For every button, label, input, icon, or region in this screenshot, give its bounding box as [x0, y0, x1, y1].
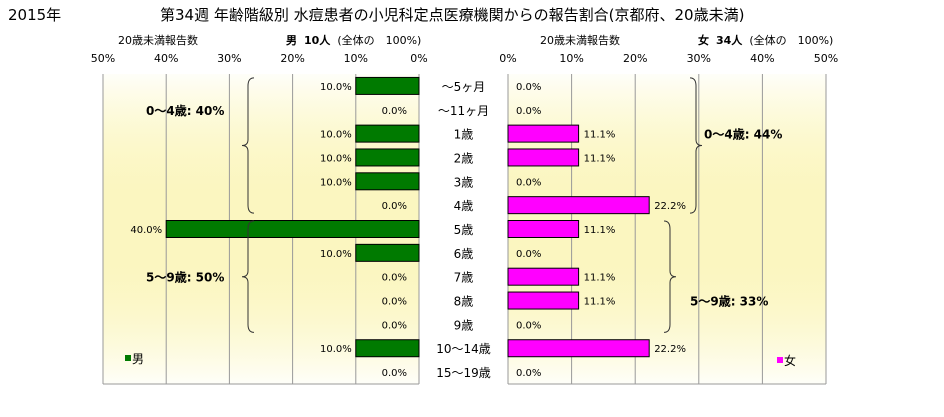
data-label-female: 11.1%	[584, 225, 616, 236]
tick-label-female: 40%	[750, 52, 774, 65]
data-label-male: 0.0%	[382, 368, 407, 379]
category-label: 6歳	[454, 247, 474, 261]
legend-swatch-male	[125, 355, 131, 361]
bar-female	[507, 220, 580, 238]
category-label: 5歳	[454, 223, 474, 237]
data-label-male: 10.0%	[320, 82, 352, 93]
bar-male	[355, 172, 420, 191]
data-label-male: 10.0%	[320, 153, 352, 164]
data-label-male: 0.0%	[382, 106, 407, 117]
bracket-label-male-5-9: 5～9歳: 50%	[146, 270, 224, 285]
data-label-female: 0.0%	[516, 82, 541, 93]
male-count: 10人	[304, 34, 331, 47]
female-count: 34人	[716, 34, 743, 47]
bracket-label-female-5-9: 5～9歳: 33%	[690, 294, 768, 309]
page-title: 第34週 年齢階級別 水痘患者の小児科定点医療機関からの報告割合(京都府、20歳…	[160, 6, 745, 24]
bracket-label-female-0-4: 0～4歳: 44%	[704, 127, 782, 142]
tick-label-male: 50%	[91, 52, 115, 65]
tick-label-male: 40%	[154, 52, 178, 65]
bar-male	[355, 339, 420, 358]
category-label: ～5ヶ月	[442, 80, 486, 94]
category-label: 7歳	[454, 271, 474, 285]
data-label-female: 11.1%	[584, 130, 616, 141]
tick-label-female: 10%	[559, 52, 583, 65]
category-label: 15～19歳	[436, 366, 491, 380]
category-label: 9歳	[454, 318, 474, 332]
female-sex-label: 女	[698, 34, 709, 47]
bar-female	[507, 148, 580, 167]
female-total-note: (全体の 100%)	[749, 34, 834, 47]
tick-label-male: 30%	[217, 52, 241, 65]
data-label-female: 22.2%	[654, 344, 686, 355]
bar-female	[507, 339, 650, 358]
tick-label-female: 20%	[623, 52, 647, 65]
bar-male	[355, 243, 420, 262]
data-label-male: 10.0%	[320, 177, 352, 188]
bracket-male-5-9	[241, 220, 255, 333]
category-label: 8歳	[454, 295, 474, 309]
data-label-male: 0.0%	[382, 201, 407, 212]
data-label-male: 10.0%	[320, 344, 352, 355]
data-label-female: 11.1%	[584, 153, 616, 164]
bar-female	[507, 124, 580, 143]
male-total-note: (全体の 100%)	[337, 34, 422, 47]
data-label-male: 10.0%	[320, 130, 352, 141]
male-axis-title: 20歳未満報告数	[118, 34, 198, 47]
bar-female	[507, 291, 580, 310]
bar-male	[165, 220, 420, 238]
data-label-male: 10.0%	[320, 249, 352, 260]
bracket-female-5-9	[663, 220, 677, 333]
tick-label-female: 0%	[499, 52, 516, 65]
data-label-female: 11.1%	[584, 273, 616, 284]
category-label: 10～14歳	[436, 342, 491, 356]
bar-male	[355, 76, 420, 95]
bar-male	[355, 148, 420, 167]
tick-label-male: 20%	[280, 52, 304, 65]
category-label: 4歳	[454, 199, 474, 213]
tick-label-female: 30%	[687, 52, 711, 65]
data-label-female: 22.2%	[654, 201, 686, 212]
legend-swatch-female	[777, 357, 783, 363]
data-label-female: 0.0%	[516, 177, 541, 188]
data-label-female: 0.0%	[516, 320, 541, 331]
data-label-male: 0.0%	[382, 297, 407, 308]
data-label-female: 0.0%	[516, 368, 541, 379]
category-label: 3歳	[454, 175, 474, 189]
bracket-male-0-4	[241, 77, 255, 214]
female-summary: 女 34人 (全体の 100%)	[698, 32, 833, 48]
tick-label-male: 0%	[410, 52, 427, 65]
data-label-female: 11.1%	[584, 297, 616, 308]
page-title-year: 2015年	[8, 6, 62, 24]
tick-label-female: 50%	[814, 52, 838, 65]
bar-female	[507, 267, 580, 286]
legend-label-female: 女	[784, 353, 796, 368]
bar-male	[355, 124, 420, 143]
data-label-male: 40.0%	[130, 225, 162, 236]
bar-female	[507, 196, 650, 215]
bracket-label-male-0-4: 0～4歳: 40%	[146, 103, 224, 118]
category-label: ～11ヶ月	[438, 104, 489, 118]
data-label-female: 0.0%	[516, 249, 541, 260]
legend-label-male: 男	[132, 352, 144, 366]
female-axis-title: 20歳未満報告数	[540, 34, 620, 47]
male-sex-label: 男	[286, 34, 297, 47]
bracket-female-0-4	[689, 77, 703, 214]
category-label: 1歳	[454, 128, 474, 142]
category-label: 2歳	[454, 151, 474, 165]
tick-label-male: 10%	[344, 52, 368, 65]
data-label-female: 0.0%	[516, 106, 541, 117]
male-summary: 男 10人 (全体の 100%)	[286, 32, 421, 48]
data-label-male: 0.0%	[382, 320, 407, 331]
data-label-male: 0.0%	[382, 273, 407, 284]
